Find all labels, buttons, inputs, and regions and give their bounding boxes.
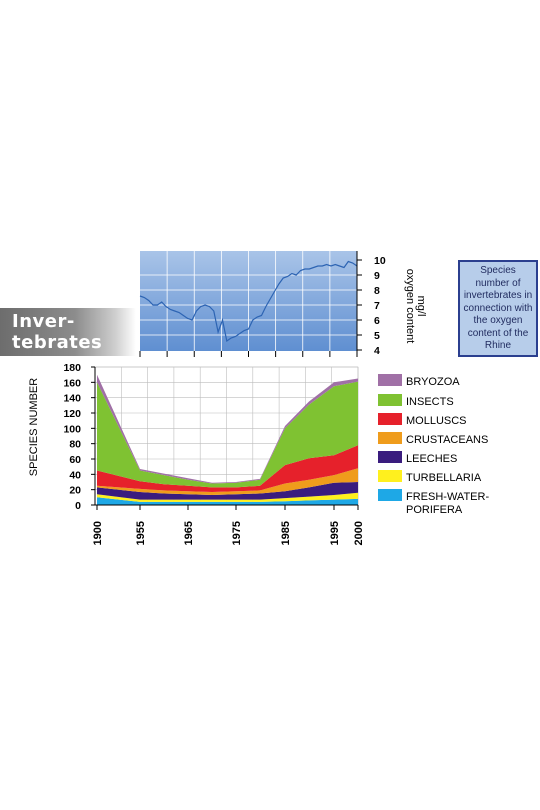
oxygen-y-tick-label: 8 [374, 285, 380, 297]
series-area-crustaceans [97, 468, 358, 495]
legend-label-bryozoa: BRYOZOA [406, 376, 460, 388]
legend-swatch-leeches [378, 451, 402, 463]
species-x-tick-label: 1975 [231, 521, 243, 545]
legend-label-insects: INSECTS [406, 396, 454, 408]
species-y-tick-label: 60 [69, 454, 81, 466]
species-axis-label: SPECIES NUMBER [28, 378, 40, 476]
species-y-tick-label: 20 [69, 485, 81, 497]
oxygen-axis-label-line-1: oxygen content [404, 269, 416, 344]
legend-label-fresh-water-porifera: FRESH-WATER-PORIFERA [406, 491, 489, 516]
series-area-fresh-water-porifera [97, 497, 358, 505]
legend-swatch-turbellaria [378, 470, 402, 482]
species-chart: 180 160 140 120 100 80 60 40 20 0 SPECIES NUMBER 19… [28, 362, 489, 545]
species-x-tick-label: 1955 [135, 521, 147, 545]
title-line-2: tebrates [12, 332, 103, 353]
legend-label-crustaceans: CRUSTACEANS [406, 434, 488, 446]
caption-box: Species number of invertebrates in conne… [458, 260, 538, 357]
legend-swatch-insects [378, 394, 402, 406]
series-area-molluscs [97, 445, 358, 492]
legend-swatch-crustaceans [378, 432, 402, 444]
oxygen-y-tick-label: 4 [374, 345, 380, 357]
series-area-insects [97, 381, 358, 488]
oxygen-y-tick-label: 7 [374, 300, 380, 312]
species-x-tick-label: 2000 [353, 521, 365, 545]
species-x-tick-label: 1995 [329, 521, 341, 545]
species-x-tick-label: 1900 [92, 521, 104, 545]
legend-swatch-molluscs [378, 413, 402, 425]
species-y-tick-label: 0 [75, 500, 81, 512]
species-y-tick-label: 40 [69, 469, 81, 481]
legend-label-leeches: LEECHES [406, 453, 457, 465]
species-y-tick-label: 160 [63, 377, 81, 389]
oxygen-y-tick-label: 9 [374, 270, 380, 282]
oxygen-y-tick-label: 6 [374, 315, 380, 327]
oxygen-chart: 10 9 8 7 6 5 4 oxygen content mg/l [139, 251, 427, 357]
species-x-tick-label: 1965 [183, 521, 195, 545]
species-x-tick-label: 1985 [280, 521, 292, 545]
title-line-1: Inver- [12, 311, 75, 332]
legend-swatch-bryozoa [378, 374, 402, 386]
species-y-tick-label: 180 [63, 362, 81, 374]
oxygen-y-tick-label: 10 [374, 255, 386, 267]
species-y-tick-label: 100 [63, 423, 81, 435]
legend-label-molluscs: MOLLUSCS [406, 415, 467, 427]
series-area-bryozoa [97, 374, 358, 484]
series-area-leeches [97, 482, 358, 500]
species-y-tick-label: 140 [63, 393, 81, 405]
species-y-tick-label: 80 [69, 439, 81, 451]
oxygen-axis-label-line-2: mg/l [415, 296, 427, 317]
oxygen-y-tick-label: 5 [374, 330, 380, 342]
title-block: Inver- tebrates [0, 308, 136, 356]
legend-swatch-fresh-water-porifera [378, 489, 402, 501]
species-y-tick-label: 120 [63, 408, 81, 420]
oxygen-series-line [139, 260, 358, 343]
legend-label-turbellaria: TURBELLARIA [406, 472, 482, 484]
